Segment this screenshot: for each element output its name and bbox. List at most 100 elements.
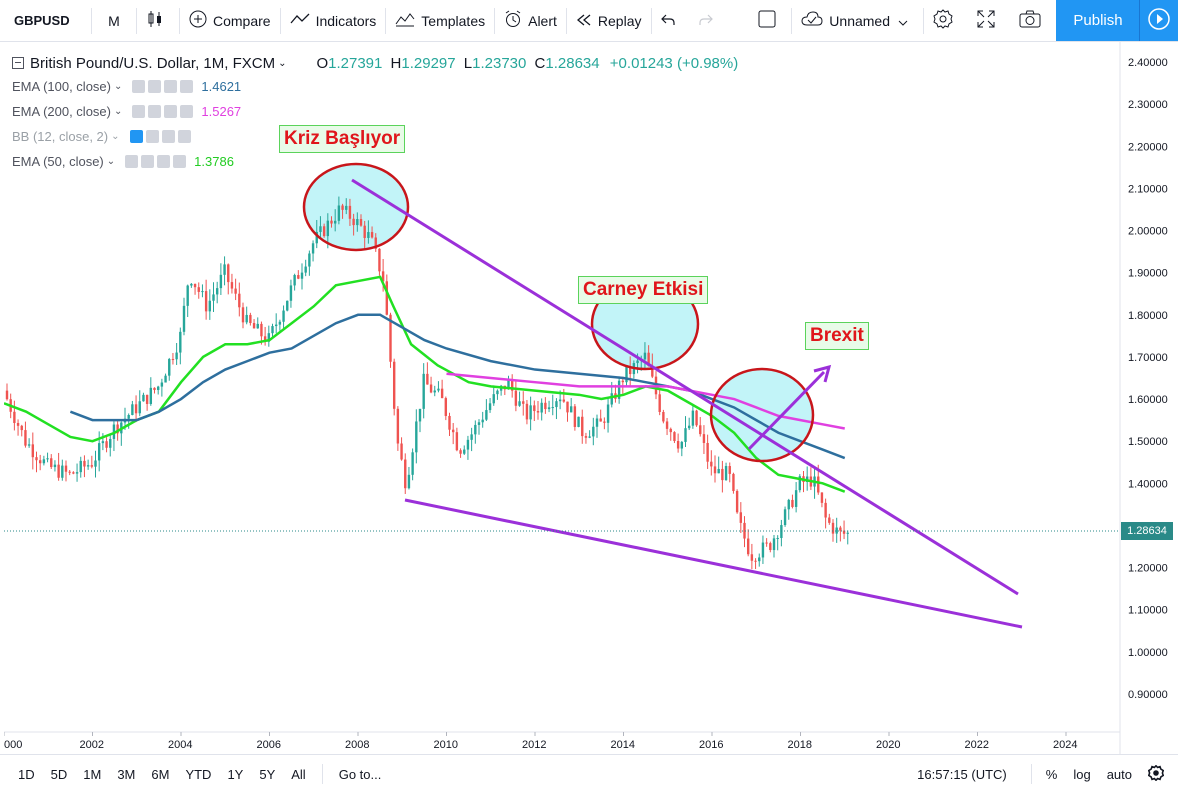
indicator-label[interactable]: BB (12, close, 2) (12, 129, 109, 144)
range-3m[interactable]: 3M (117, 766, 136, 782)
settings-icon[interactable] (148, 80, 162, 93)
close-icon[interactable] (177, 130, 191, 143)
range-1d[interactable]: 1D (18, 766, 35, 782)
indicator-actions[interactable] (132, 80, 194, 93)
undo-button[interactable] (652, 0, 690, 41)
range-5d[interactable]: 5D (50, 766, 68, 782)
play-button[interactable] (1139, 0, 1178, 41)
chevron-down-icon[interactable]: ⌄ (111, 131, 120, 142)
divider (791, 7, 793, 34)
close-icon[interactable] (180, 105, 194, 118)
candle-body (378, 248, 381, 272)
range-1y[interactable]: 1Y (227, 766, 244, 782)
eye-icon[interactable] (132, 80, 146, 93)
eye-icon[interactable] (125, 155, 139, 168)
close-icon[interactable] (173, 155, 187, 168)
price-tick-label: 2.30000 (1128, 99, 1168, 111)
interval-button[interactable]: M (108, 12, 120, 29)
clock[interactable]: 16:57:15 (UTC) (917, 766, 1007, 782)
candle-body (13, 411, 16, 423)
indicator-actions[interactable] (129, 130, 191, 143)
range-ytd[interactable]: YTD (185, 766, 212, 782)
indicator-actions[interactable] (132, 105, 194, 118)
chevron-down-icon[interactable]: ⌄ (278, 57, 287, 69)
plus-icon[interactable] (161, 130, 175, 143)
layout-save-button[interactable]: Unnamed (792, 0, 923, 41)
candle-body (765, 542, 768, 544)
range-all[interactable]: All (291, 766, 306, 782)
candle-body (367, 232, 370, 238)
indicator-label[interactable]: EMA (100, close) (12, 79, 111, 94)
settings-icon[interactable] (141, 155, 155, 168)
time-tick-label: 2006 (257, 739, 281, 751)
candle-body (263, 336, 267, 342)
candle-body (772, 538, 776, 551)
hidden-eye-icon[interactable] (129, 130, 143, 143)
candle-body (592, 426, 595, 437)
plus-icon[interactable] (164, 80, 178, 93)
indicator-row-bb[interactable]: BB (12, close, 2) ⌄ (12, 124, 738, 149)
price-tick-label: 2.10000 (1128, 183, 1168, 195)
chart-style-button[interactable] (137, 0, 179, 41)
indicator-label[interactable]: EMA (50, close) (12, 154, 104, 169)
legend-title[interactable]: British Pound/U.S. Dollar, 1M, FXCM (30, 54, 276, 72)
eye-icon[interactable] (132, 105, 146, 118)
log-toggle[interactable]: log (1073, 766, 1091, 782)
symbol-search[interactable]: GBPUSD (14, 13, 70, 28)
indicator-row-ema100[interactable]: EMA (100, close) ⌄ 1.4621 (12, 74, 738, 99)
templates-button[interactable]: Templates (386, 0, 494, 41)
alert-button[interactable]: Alert (495, 0, 566, 41)
annotation-carney[interactable]: Carney Etkisi (578, 276, 709, 304)
candle-body (488, 403, 492, 411)
snapshot-button[interactable] (1010, 0, 1056, 41)
candle-body (50, 458, 53, 468)
chart-area[interactable]: 2.40000 2.30000 2.20000 2.10000 2.00000 1.900… (3, 42, 1178, 754)
compare-button[interactable]: Compare (180, 0, 280, 41)
collapse-icon[interactable] (12, 57, 24, 69)
publish-button[interactable]: Publish (1056, 0, 1140, 41)
candle-body (673, 432, 676, 441)
candle-body (204, 291, 208, 312)
settings-icon[interactable] (145, 130, 159, 143)
plus-icon[interactable] (157, 155, 171, 168)
close-icon[interactable] (180, 80, 194, 93)
indicator-row-ema50[interactable]: EMA (50, close) ⌄ 1.3786 (12, 149, 738, 174)
candle-body (223, 264, 226, 275)
percent-toggle[interactable]: % (1045, 766, 1058, 782)
open-value: 1.27391 (328, 54, 383, 72)
redo-button[interactable] (690, 0, 728, 41)
auto-toggle[interactable]: auto (1106, 766, 1132, 782)
indicator-row-ema200[interactable]: EMA (200, close) ⌄ 1.5267 (12, 99, 738, 124)
plus-icon[interactable] (164, 105, 178, 118)
settings-button[interactable] (924, 0, 968, 41)
maximize-button[interactable] (968, 0, 1010, 41)
annotation-kriz[interactable]: Kriz Başlıyor (279, 125, 406, 153)
time-axis[interactable]: 000 2002 2004 2006 2008 2010 2012 2014 2016 2018 2… (3, 732, 1077, 751)
chevron-down-icon[interactable]: ⌄ (114, 106, 123, 117)
close-label: C (534, 54, 546, 72)
range-6m[interactable]: 6M (151, 766, 170, 782)
annotation-brexit[interactable]: Brexit (805, 322, 869, 350)
candle-body (695, 410, 698, 426)
replay-button[interactable]: Replay (567, 0, 651, 41)
chevron-down-icon[interactable]: ⌄ (114, 81, 123, 92)
fullscreen-toggle[interactable] (749, 0, 791, 41)
price-axis[interactable]: 2.40000 2.30000 2.20000 2.10000 2.00000 1.900… (1128, 57, 1168, 701)
chevron-down-icon[interactable]: ⌄ (106, 156, 116, 167)
expand-icon (977, 10, 1001, 31)
range-5y[interactable]: 5Y (259, 766, 276, 782)
candle-body (485, 410, 488, 420)
price-chart[interactable]: 2.40000 2.30000 2.20000 2.10000 2.00000 1.900… (3, 42, 1178, 754)
settings-icon[interactable] (148, 105, 162, 118)
candle-body (42, 459, 46, 464)
range-1m[interactable]: 1M (83, 766, 102, 782)
settings-button[interactable] (1140, 764, 1172, 784)
indicator-label[interactable]: EMA (200, close) (12, 104, 111, 119)
indicators-label: Indicators (315, 12, 377, 29)
goto-button[interactable]: Go to... (338, 766, 382, 782)
candle-body (83, 460, 86, 467)
candle-body (297, 275, 300, 279)
candle-body (566, 401, 569, 413)
indicator-actions[interactable] (125, 155, 187, 168)
indicators-button[interactable]: Indicators (281, 0, 386, 41)
